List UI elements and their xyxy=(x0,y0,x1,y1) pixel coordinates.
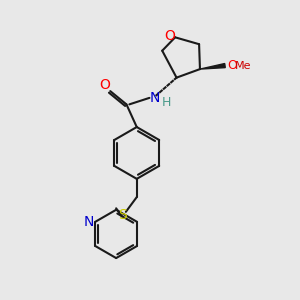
Text: O: O xyxy=(164,29,175,43)
Text: S: S xyxy=(118,208,126,222)
Text: Me: Me xyxy=(235,61,251,70)
Polygon shape xyxy=(200,64,225,69)
Text: N: N xyxy=(149,91,160,105)
Text: N: N xyxy=(84,215,94,229)
Text: H: H xyxy=(161,96,171,109)
Text: O: O xyxy=(227,59,237,72)
Text: O: O xyxy=(99,78,110,92)
